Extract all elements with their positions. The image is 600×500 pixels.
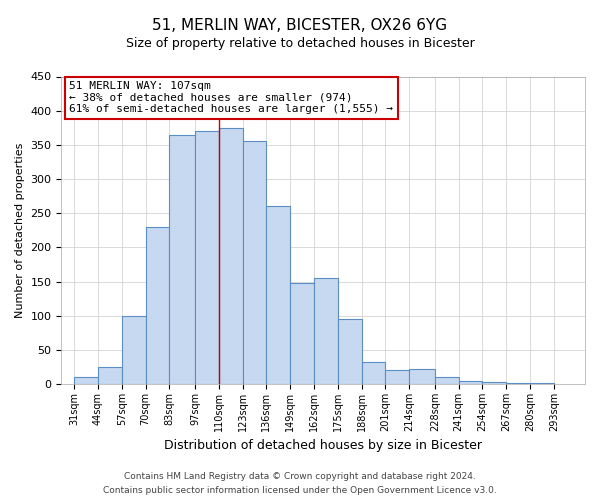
Bar <box>266 206 290 384</box>
Bar <box>314 278 338 384</box>
Text: 51, MERLIN WAY, BICESTER, OX26 6YG: 51, MERLIN WAY, BICESTER, OX26 6YG <box>152 18 448 32</box>
Bar <box>435 378 458 384</box>
Bar <box>98 367 122 384</box>
Bar <box>146 227 169 384</box>
Text: Contains HM Land Registry data © Crown copyright and database right 2024.: Contains HM Land Registry data © Crown c… <box>124 472 476 481</box>
X-axis label: Distribution of detached houses by size in Bicester: Distribution of detached houses by size … <box>164 440 482 452</box>
Text: Size of property relative to detached houses in Bicester: Size of property relative to detached ho… <box>125 38 475 51</box>
Bar <box>530 383 554 384</box>
Y-axis label: Number of detached properties: Number of detached properties <box>15 142 25 318</box>
Bar <box>409 369 435 384</box>
Bar <box>242 142 266 384</box>
Bar <box>195 131 219 384</box>
Bar <box>169 134 195 384</box>
Text: 51 MERLIN WAY: 107sqm
← 38% of detached houses are smaller (974)
61% of semi-det: 51 MERLIN WAY: 107sqm ← 38% of detached … <box>69 81 393 114</box>
Bar <box>122 316 146 384</box>
Bar <box>458 380 482 384</box>
Bar <box>74 378 98 384</box>
Bar <box>290 283 314 384</box>
Bar <box>338 319 362 384</box>
Bar <box>385 370 409 384</box>
Text: Contains public sector information licensed under the Open Government Licence v3: Contains public sector information licen… <box>103 486 497 495</box>
Bar <box>362 362 385 384</box>
Bar <box>482 382 506 384</box>
Bar <box>219 128 242 384</box>
